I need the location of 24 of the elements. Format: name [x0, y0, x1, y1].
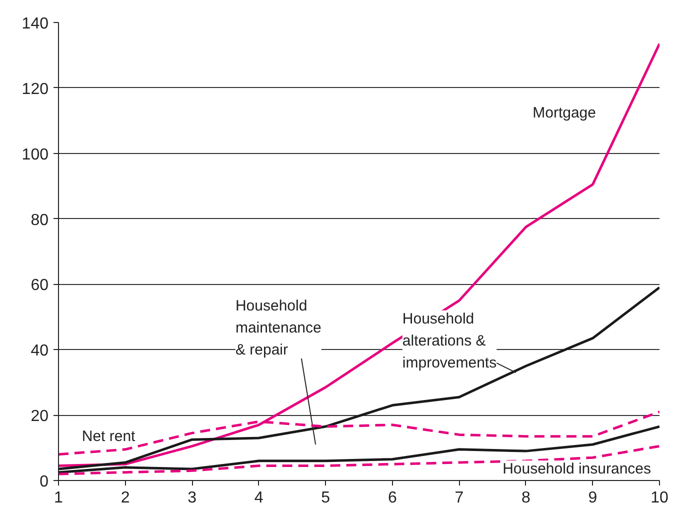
x-tick-label: 9: [588, 490, 598, 506]
x-tick-label: 8: [521, 490, 530, 506]
y-tick-label: 20: [30, 408, 49, 426]
series-label: Household insurances: [502, 460, 652, 478]
y-tick-label: 120: [22, 80, 49, 98]
y-tick-label: 80: [30, 212, 49, 229]
x-tick-label: 4: [254, 490, 264, 506]
series-label: Household alterations & improvements: [402, 310, 497, 372]
x-tick-label: 3: [188, 490, 197, 506]
x-tick-label: 5: [321, 490, 330, 506]
y-tick-label: 0: [40, 474, 49, 490]
x-tick-label: 2: [120, 490, 130, 506]
y-tick-label: 60: [30, 277, 49, 294]
text: Household maintenance & repair: [235, 297, 322, 358]
line-series: [58, 444, 660, 476]
x-tick-label: 7: [454, 490, 464, 506]
series-label: Mortgage: [532, 104, 596, 122]
y-tick-label: 40: [30, 342, 49, 360]
series-label: Net rent: [82, 428, 136, 445]
x-tick-label: 10: [650, 490, 668, 506]
x-tick-label: 6: [388, 490, 397, 506]
y-tick-label: 100: [22, 146, 49, 164]
y-tick-label: 140: [22, 16, 49, 32]
x-tick-label: 1: [54, 490, 64, 506]
